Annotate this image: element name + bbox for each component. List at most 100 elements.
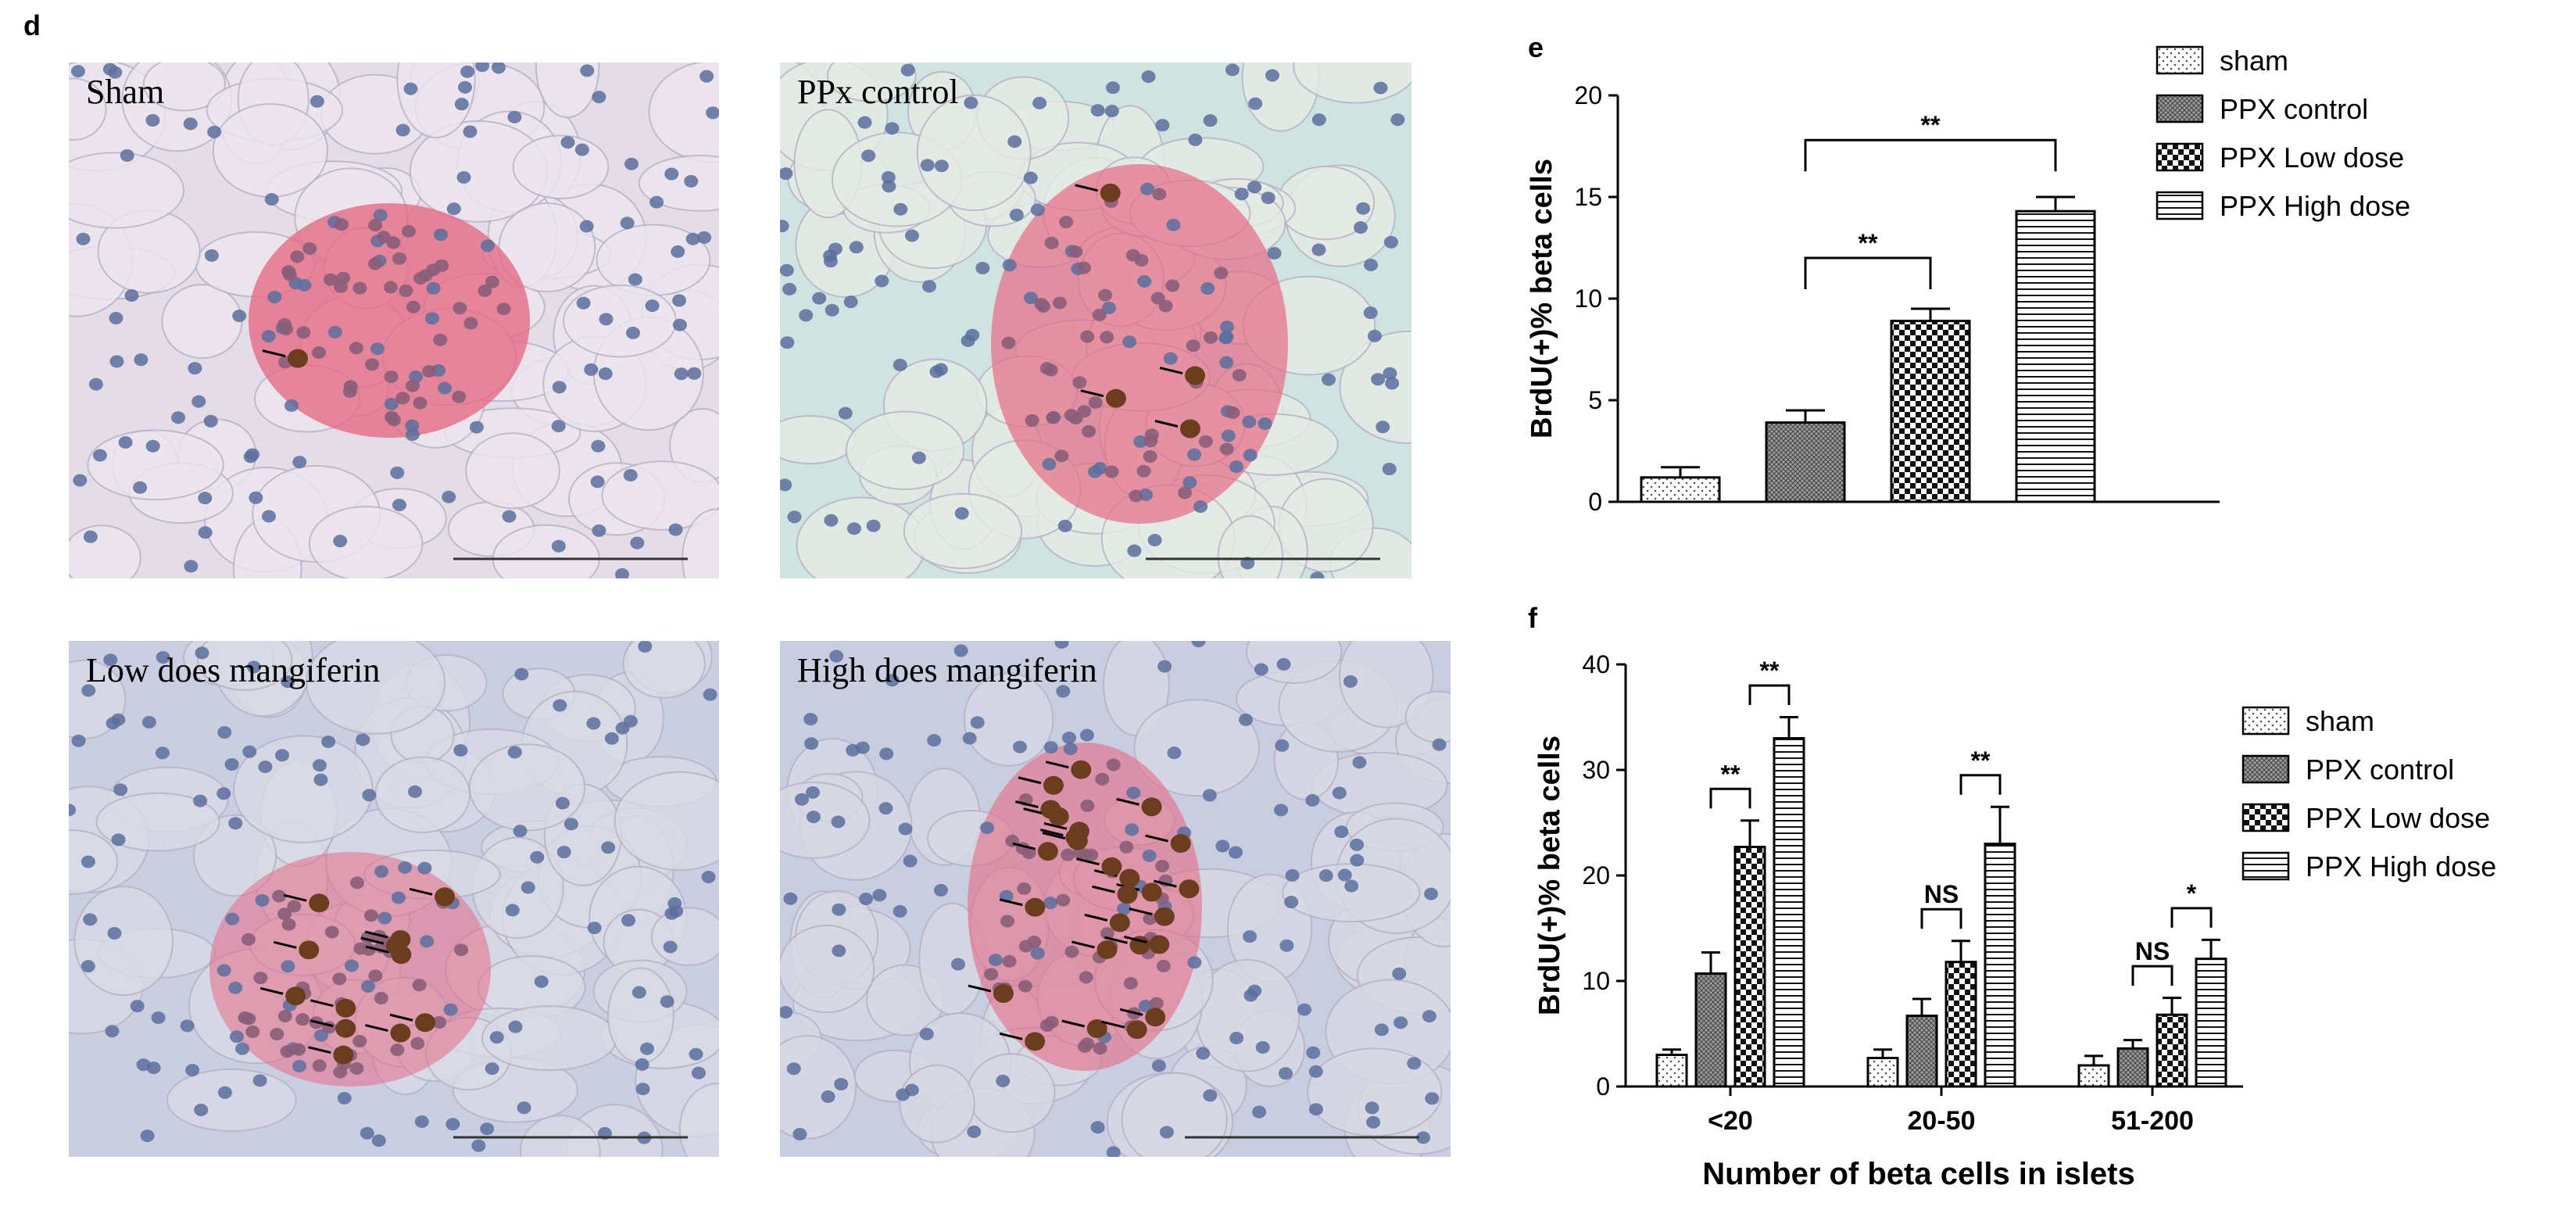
acinar-cell: [197, 641, 293, 691]
nucleus: [1332, 786, 1347, 800]
chart-e-legend-label: PPX Low dose: [2220, 141, 2404, 174]
brdu-positive-nucleus: [1067, 831, 1088, 850]
nucleus: [463, 125, 478, 138]
islet-nucleus: [1093, 1042, 1107, 1055]
micrograph-high-dose: High does mangiferin: [780, 641, 1451, 1157]
chart-e-bar: [2015, 209, 2096, 503]
nucleus: [76, 232, 91, 245]
nucleus: [556, 846, 571, 859]
islet-nucleus: [384, 371, 399, 384]
nucleus: [184, 560, 199, 573]
brdu-positive-nucleus: [1154, 907, 1175, 926]
brdu-positive-nucleus: [335, 998, 356, 1018]
nucleus: [787, 510, 802, 524]
nucleus: [628, 273, 642, 286]
acinar-cell: [535, 63, 600, 119]
nucleus: [1229, 846, 1243, 859]
acinar-cell: [967, 1053, 1056, 1133]
nucleus: [502, 510, 517, 523]
nucleus: [458, 81, 473, 94]
nucleus: [120, 149, 134, 162]
islet-nucleus: [280, 1045, 295, 1058]
nucleus: [249, 491, 263, 504]
nucleus: [1392, 967, 1407, 980]
micrograph-low-dose-image: [69, 641, 719, 1157]
islet-nucleus: [352, 1035, 367, 1048]
nucleus: [1343, 675, 1358, 688]
acinar-cell: [903, 492, 1023, 570]
micrograph-high-dose-title: High does mangiferin: [797, 651, 1097, 689]
acinar-cell: [396, 63, 476, 138]
nucleus: [1334, 825, 1349, 839]
chart-e-bar: [1765, 421, 1846, 503]
nucleus: [1308, 1065, 1323, 1078]
chart-e-significance-bracket: [1804, 256, 1932, 289]
acinar-cell: [192, 814, 277, 897]
nucleus: [904, 1083, 919, 1097]
acinar-cell: [1121, 1072, 1228, 1157]
nucleus: [507, 110, 522, 124]
nucleus: [691, 1066, 706, 1079]
nucleus: [1247, 181, 1262, 194]
nucleus: [475, 63, 490, 73]
islet-nucleus: [1129, 489, 1143, 503]
brdu-positive-nucleus: [1126, 1020, 1147, 1040]
brdu-positive-nucleus: [1119, 868, 1140, 888]
nucleus: [1023, 171, 1038, 184]
nucleus: [281, 960, 295, 973]
micrograph-ppx-control: PPx control: [780, 63, 1411, 578]
arrow-marker: [968, 984, 992, 993]
nucleus: [703, 688, 717, 701]
nucleus: [191, 395, 206, 408]
nucleus: [1191, 641, 1206, 648]
nucleus: [638, 641, 653, 653]
nucleus: [313, 773, 328, 786]
arrow-marker: [307, 1046, 331, 1054]
islet-nucleus: [383, 281, 398, 294]
chart-f-legend-label: sham: [2306, 705, 2374, 737]
brdu-positive-nucleus: [1105, 388, 1126, 408]
islet-nucleus: [311, 346, 326, 360]
nucleus: [255, 893, 270, 907]
nucleus: [204, 249, 219, 262]
islet-nucleus: [1043, 363, 1058, 377]
nucleus: [604, 732, 619, 745]
chart-e-legend-label: PPX High dose: [2220, 190, 2410, 222]
arrow-marker: [1154, 420, 1179, 428]
nucleus: [217, 1086, 232, 1099]
nucleus: [103, 653, 118, 667]
brdu-positive-nucleus: [335, 1018, 356, 1038]
arrow-marker: [1012, 842, 1036, 850]
islet-nucleus: [1144, 428, 1159, 442]
islet-nucleus: [401, 224, 416, 238]
nucleus: [893, 904, 907, 918]
chart-f-x-tick-label: <20: [1708, 1106, 1753, 1136]
chart-e-y-tick-label: 15: [1574, 183, 1602, 211]
arrow-marker: [1015, 800, 1039, 808]
nucleus: [587, 922, 602, 935]
nucleus: [626, 326, 641, 339]
nucleus: [560, 136, 575, 149]
chart-f-bar: [1733, 846, 1766, 1088]
arrow-marker: [365, 930, 388, 939]
nucleus: [80, 960, 95, 973]
nucleus: [1243, 449, 1258, 462]
acinar-cell: [780, 924, 875, 1014]
micrograph-sham-image: [69, 63, 719, 578]
islet-nucleus: [292, 1043, 306, 1056]
nucleus: [377, 911, 392, 925]
nucleus: [370, 342, 385, 356]
nucleus: [838, 406, 853, 420]
nucleus: [635, 1058, 649, 1071]
nucleus: [242, 745, 257, 758]
chart-f-bar: [2116, 1047, 2149, 1088]
acinar-cell: [1246, 641, 1343, 684]
nucleus: [180, 1019, 195, 1033]
brdu-positive-nucleus: [435, 887, 456, 907]
acinar-cell: [512, 134, 610, 199]
nucleus: [405, 419, 420, 432]
nucleus: [580, 64, 595, 77]
nucleus: [898, 822, 913, 836]
chart-f-significance-bracket: [1709, 787, 1751, 809]
nucleus: [551, 539, 566, 553]
